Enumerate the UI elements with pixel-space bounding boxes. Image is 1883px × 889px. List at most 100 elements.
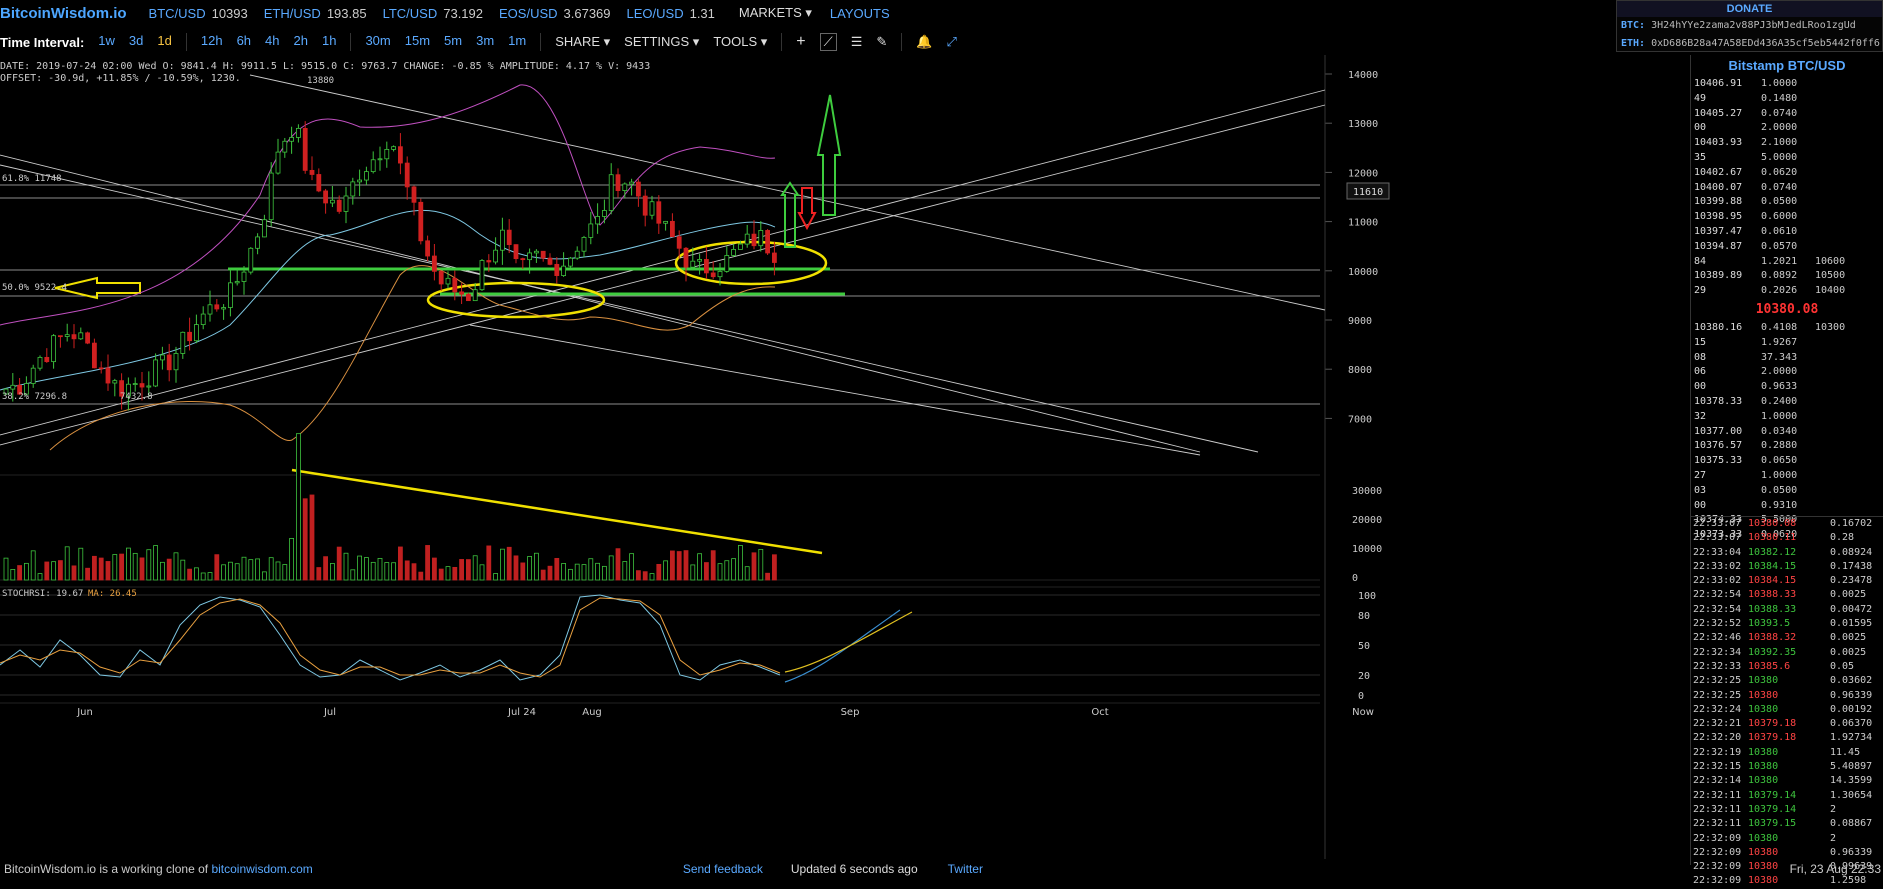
settings-menu[interactable]: SETTINGS ▾ xyxy=(624,34,700,49)
volume-bar xyxy=(275,561,281,581)
interval-5m[interactable]: 5m xyxy=(444,33,463,48)
volume-bar xyxy=(602,565,607,581)
share-menu[interactable]: SHARE ▾ xyxy=(555,34,611,49)
asks-row[interactable]: 10397.47 0.0610 xyxy=(1691,225,1883,240)
asks-row[interactable]: 10402.67 0.0620 xyxy=(1691,166,1883,181)
asks-row[interactable]: 10403.93 2.1000 xyxy=(1691,136,1883,151)
candle-body xyxy=(316,174,322,192)
volume-bar xyxy=(472,555,478,581)
ticker-0[interactable]: BTC/USD 10393 xyxy=(149,6,248,21)
btc-address[interactable]: 3H24hYYe2zama2v88PJ3bMJedLRoo1zgUd xyxy=(1651,20,1856,31)
volume-bar xyxy=(343,552,349,581)
bids-row[interactable]: 27 1.0000 xyxy=(1691,469,1883,484)
asks-row[interactable]: 10389.89 0.0892 10500 xyxy=(1691,269,1883,284)
bids-row[interactable]: 10376.57 0.2880 xyxy=(1691,439,1883,454)
bids-row[interactable]: 10380.16 0.4108 10300 xyxy=(1691,321,1883,336)
price: 84 xyxy=(1694,255,1707,267)
bids-row[interactable]: 03 0.0500 xyxy=(1691,484,1883,499)
bids-row[interactable]: 10375.33 0.0650 xyxy=(1691,454,1883,469)
trade-amount: 2 xyxy=(1830,803,1837,815)
candle-body xyxy=(112,380,118,384)
interval-1d[interactable]: 1d xyxy=(157,33,172,48)
line-tool-icon[interactable]: ⟋ xyxy=(819,33,837,51)
current-price-tag xyxy=(1346,182,1390,200)
site-logo[interactable]: BitcoinWisdom.io xyxy=(0,4,127,22)
bids-row[interactable]: 10378.33 0.2400 xyxy=(1691,395,1883,410)
interval-3d[interactable]: 3d xyxy=(128,33,144,48)
clone-link[interactable]: bitcoinwisdom.com xyxy=(211,862,313,876)
asks-row[interactable]: 10405.27 0.0740 xyxy=(1691,107,1883,122)
bids-row[interactable]: 10374.33 5.5000 xyxy=(1691,513,1883,528)
down-arrow xyxy=(797,187,817,231)
markets-menu[interactable]: MARKETS ▾ xyxy=(738,5,812,20)
candle-body xyxy=(58,335,63,338)
volume-bar xyxy=(404,560,410,581)
bids-row[interactable]: 10377.00 0.0340 xyxy=(1691,425,1883,440)
candle-body xyxy=(261,219,267,238)
volume-bar xyxy=(622,561,628,581)
interval-30m[interactable]: 30m xyxy=(365,33,391,48)
asks-row[interactable]: 35 5.0000 xyxy=(1691,151,1883,166)
asks-row[interactable]: 49 0.1480 xyxy=(1691,92,1883,107)
asks-row[interactable]: 10399.88 0.0500 xyxy=(1691,195,1883,210)
volume-bar xyxy=(717,563,723,581)
pen-tool-icon[interactable]: ✎ xyxy=(876,34,888,49)
asks-row[interactable]: 10394.87 0.0570 xyxy=(1691,240,1883,255)
asks-row[interactable]: 29 0.2026 10400 xyxy=(1691,284,1883,299)
asks-row[interactable]: 10400.07 0.0740 xyxy=(1691,181,1883,196)
amount: 0.0740 xyxy=(1761,107,1798,119)
price: 10389.89 xyxy=(1694,270,1743,282)
ticker-list: BTC/USD 10393 ETH/USD 193.85 LTC/USD 73.192 EO… xyxy=(149,6,731,21)
interval-3m[interactable]: 3m xyxy=(476,33,495,48)
bids-row[interactable]: 00 0.9310 xyxy=(1691,499,1883,514)
ticker-3[interactable]: EOS/USD 3.67369 xyxy=(499,6,611,21)
tools-menu[interactable]: TOOLS ▾ xyxy=(713,34,768,49)
trade-row: 22:33:04 10382.12 0.08924 xyxy=(1690,546,1883,560)
bids-row[interactable]: 15 1.9267 xyxy=(1691,336,1883,351)
feedback-link[interactable]: Send feedback xyxy=(682,862,763,876)
interval-12h[interactable]: 12h xyxy=(200,33,223,48)
bell-icon[interactable]: 🔔 xyxy=(916,34,933,49)
interval-4h[interactable]: 4h xyxy=(265,33,280,48)
fib-tool-icon[interactable]: ☰ xyxy=(850,34,863,49)
volume-bar xyxy=(17,565,23,581)
asks-row[interactable]: 00 2.0000 xyxy=(1691,121,1883,136)
twitter-link[interactable]: Twitter xyxy=(947,862,983,876)
bids-row[interactable]: 32 1.0000 xyxy=(1691,410,1883,425)
projection-line xyxy=(784,609,901,683)
candle-body xyxy=(513,244,519,260)
volume-bar xyxy=(282,564,288,581)
eth-address[interactable]: 0xD686B28a47A58EDd436A35cf5eb5442f0ff6 xyxy=(1651,38,1880,49)
interval-1w[interactable]: 1w xyxy=(98,33,115,48)
volume-bar xyxy=(289,538,295,581)
bids-row[interactable]: 08 37.343 xyxy=(1691,351,1883,366)
asks-row[interactable]: 10406.91 1.0000 xyxy=(1691,77,1883,92)
asks-row[interactable]: 84 1.2021 10600 xyxy=(1691,255,1883,270)
interval-1h[interactable]: 1h xyxy=(321,33,337,48)
volume-bar xyxy=(629,553,634,581)
ticker-2[interactable]: LTC/USD 73.192 xyxy=(383,6,483,21)
fullscreen-icon[interactable]: ⤢ xyxy=(946,34,957,49)
interval-6h[interactable]: 6h xyxy=(236,33,252,48)
donate-title[interactable]: DONATE xyxy=(1617,1,1882,17)
volume-bar xyxy=(568,568,573,581)
layouts-link[interactable]: LAYOUTS xyxy=(829,5,890,21)
amount: 0.2400 xyxy=(1761,395,1798,407)
trade-price: 10380.08 xyxy=(1748,518,1797,529)
interval-2h[interactable]: 2h xyxy=(293,33,308,48)
bids-row[interactable]: 06 2.0000 xyxy=(1691,365,1883,380)
interval-1m[interactable]: 1m xyxy=(508,33,527,48)
price: 10376.57 xyxy=(1694,440,1743,452)
projection-line xyxy=(784,611,913,673)
price-chart[interactable]: 7000800090001000011000120001300014000010… xyxy=(0,55,1690,859)
asks-row[interactable]: 10398.95 0.6000 xyxy=(1691,210,1883,225)
ticker-4[interactable]: LEO/USD 1.31 xyxy=(627,6,715,21)
crosshair-icon[interactable]: + xyxy=(796,33,806,50)
interval-15m[interactable]: 15m xyxy=(404,33,431,48)
volume-bar xyxy=(268,557,274,581)
volume-bar xyxy=(78,547,84,581)
bids-row[interactable]: 00 0.9633 xyxy=(1691,380,1883,395)
volume-bar xyxy=(64,546,70,581)
ticker-1[interactable]: ETH/USD 193.85 xyxy=(264,6,367,21)
bids-row[interactable]: 10373.33 0.0620 xyxy=(1691,528,1883,543)
